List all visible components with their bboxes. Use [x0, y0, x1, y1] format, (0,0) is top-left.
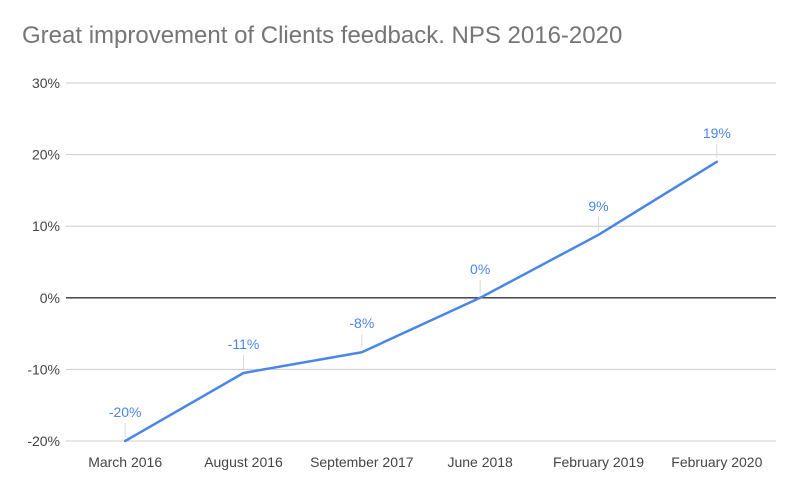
- x-axis-ticks: March 2016 August 2016 September 2017 June …: [88, 454, 762, 470]
- x-tick-label: September 2017: [310, 454, 414, 470]
- y-tick-label: 20%: [32, 147, 60, 163]
- x-tick-label: February 2020: [671, 454, 762, 470]
- data-label: 19%: [703, 125, 731, 141]
- chart-title: Great improvement of Clients feedback. N…: [22, 22, 623, 49]
- y-tick-label: 10%: [32, 218, 60, 234]
- data-label: 0%: [470, 261, 490, 277]
- x-tick-label: June 2018: [447, 454, 513, 470]
- y-tick-label: 30%: [32, 75, 60, 91]
- data-label: -8%: [349, 315, 374, 331]
- y-axis-ticks: 30% 20% 10% 0% -10% -20%: [27, 75, 60, 449]
- x-tick-label: March 2016: [88, 454, 162, 470]
- series-line: [123, 160, 719, 443]
- series-layer: [123, 160, 719, 443]
- data-label: -11%: [228, 336, 260, 352]
- y-tick-label: -10%: [27, 361, 60, 377]
- y-tick-label: -20%: [27, 433, 60, 449]
- data-labels: -20% -11% -8% 0% 9% 19%: [109, 125, 731, 437]
- y-tick-label: 0%: [40, 290, 60, 306]
- x-tick-label: February 2019: [553, 454, 644, 470]
- data-label: 9%: [588, 198, 608, 214]
- x-tick-label: August 2016: [204, 454, 283, 470]
- gridlines: [66, 82, 776, 442]
- data-label: -20%: [109, 404, 142, 420]
